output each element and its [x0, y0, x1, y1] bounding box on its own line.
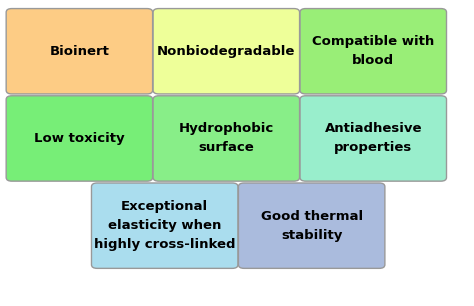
Text: Low toxicity: Low toxicity — [34, 132, 125, 145]
Text: Hydrophobic
surface: Hydrophobic surface — [179, 122, 274, 155]
FancyBboxPatch shape — [238, 183, 385, 268]
FancyBboxPatch shape — [6, 96, 153, 181]
FancyBboxPatch shape — [153, 9, 300, 94]
Text: Good thermal
stability: Good thermal stability — [261, 210, 363, 242]
Text: Antiadhesive
properties: Antiadhesive properties — [325, 122, 422, 155]
FancyBboxPatch shape — [300, 9, 447, 94]
Text: Nonbiodegradable: Nonbiodegradable — [157, 45, 295, 58]
Text: Exceptional
elasticity when
highly cross-linked: Exceptional elasticity when highly cross… — [94, 200, 236, 251]
FancyBboxPatch shape — [153, 96, 300, 181]
FancyBboxPatch shape — [6, 9, 153, 94]
Text: Bioinert: Bioinert — [49, 45, 109, 58]
Text: Compatible with
blood: Compatible with blood — [312, 35, 434, 67]
FancyBboxPatch shape — [300, 96, 447, 181]
FancyBboxPatch shape — [91, 183, 238, 268]
